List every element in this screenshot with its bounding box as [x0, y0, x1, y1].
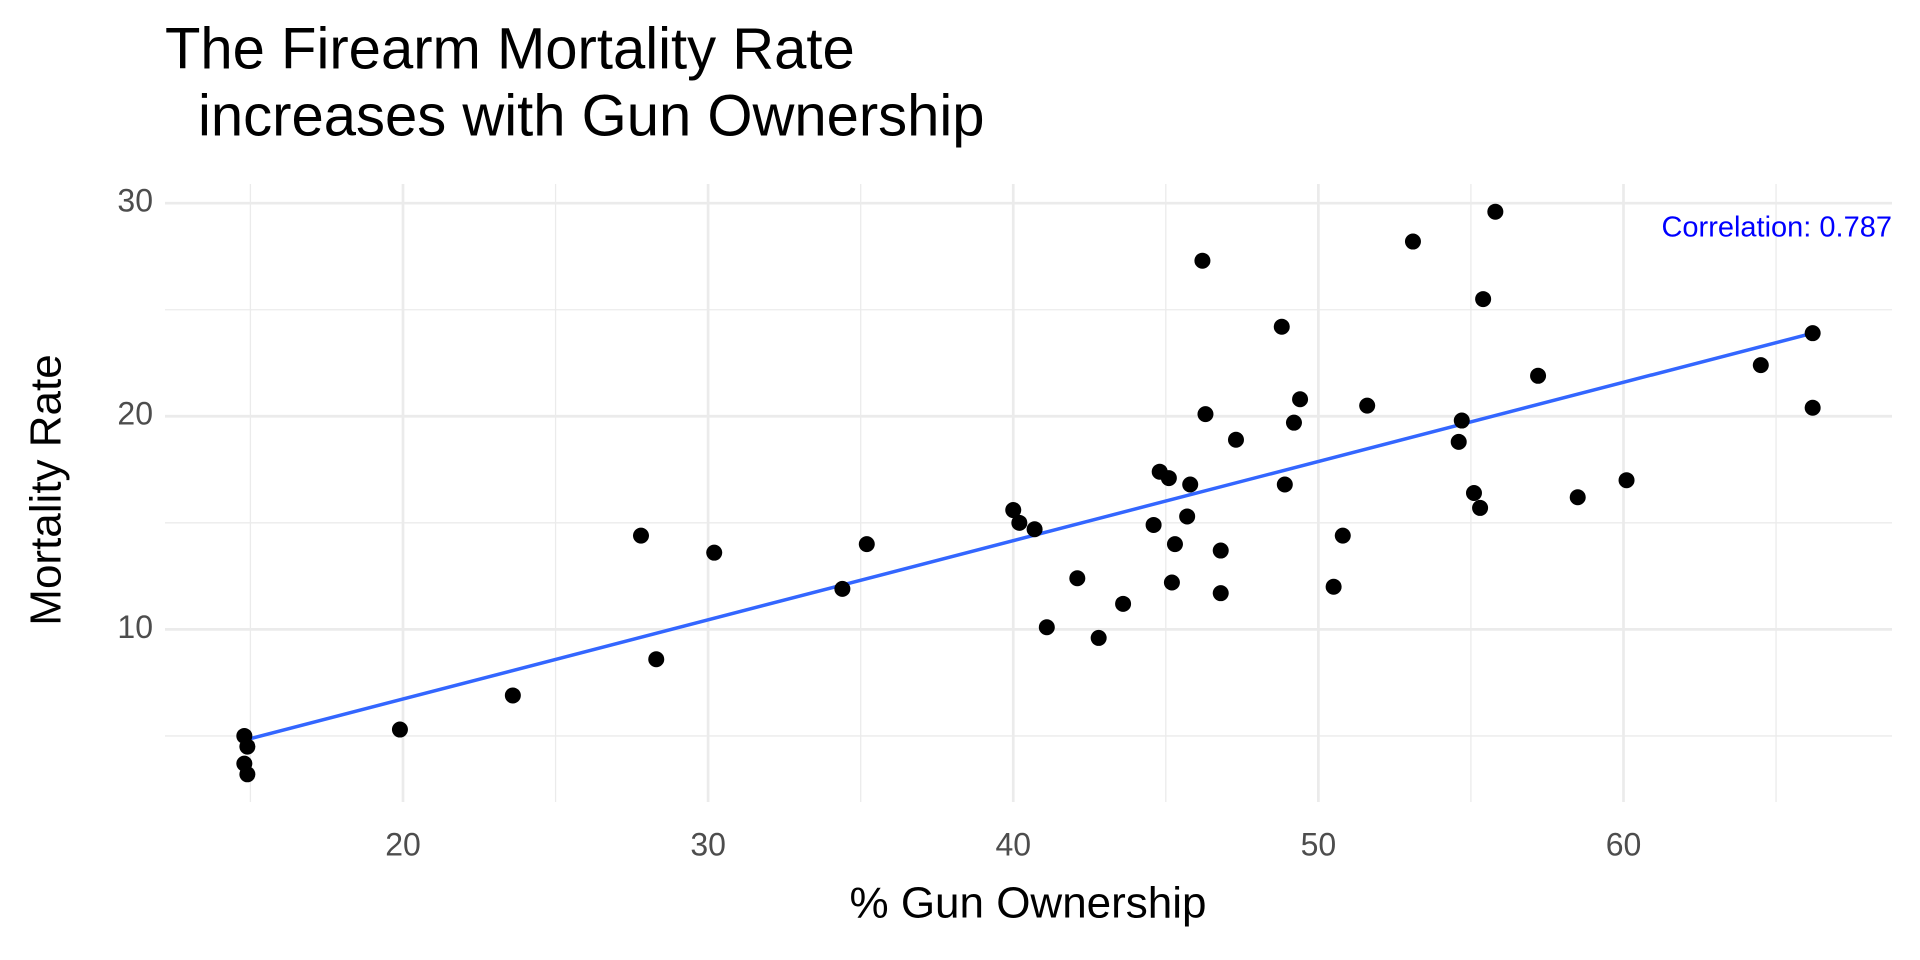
point	[1804, 399, 1821, 416]
point	[1752, 357, 1769, 374]
point	[1487, 203, 1504, 220]
chart-title: The Firearm Mortality Rate	[165, 16, 855, 81]
annotation: Correlation: 0.787	[1661, 212, 1892, 244]
point	[1160, 470, 1177, 487]
point	[1359, 397, 1376, 414]
point	[632, 527, 649, 544]
point	[1465, 485, 1482, 501]
point	[1530, 367, 1547, 384]
y-tick-label: 10	[117, 609, 153, 645]
y-tick-label: 20	[117, 396, 153, 432]
point	[1182, 476, 1199, 493]
point	[1038, 619, 1055, 636]
point	[1453, 412, 1470, 429]
point	[1472, 499, 1489, 516]
point	[1450, 433, 1467, 450]
point	[391, 721, 408, 738]
point	[1179, 508, 1196, 525]
plot-area: Correlation: 0.787	[236, 203, 1892, 783]
point	[1145, 516, 1162, 533]
x-tick-label: 50	[1301, 826, 1337, 862]
x-tick-label: 20	[385, 826, 421, 862]
x-tick-label: 40	[995, 826, 1031, 862]
point	[1273, 318, 1290, 335]
point	[1334, 527, 1351, 544]
point	[239, 738, 256, 755]
point	[1285, 414, 1302, 431]
point	[1276, 476, 1293, 493]
point	[1166, 536, 1183, 553]
point	[1005, 502, 1022, 519]
point	[648, 651, 665, 668]
point	[1404, 233, 1421, 250]
point	[1292, 391, 1309, 408]
point	[1325, 578, 1342, 595]
point	[1475, 291, 1492, 308]
point	[1197, 406, 1214, 423]
point	[858, 536, 875, 553]
point	[1227, 431, 1244, 448]
y-axis-title: Mortality Rate	[22, 354, 71, 625]
point	[834, 580, 851, 597]
chart-title: increases with Gun Ownership	[198, 83, 985, 148]
point	[706, 544, 723, 561]
x-tick-label: 60	[1606, 826, 1642, 862]
point	[1569, 489, 1586, 506]
point	[1026, 521, 1043, 538]
point	[1194, 252, 1211, 269]
point	[1090, 629, 1107, 646]
point	[1212, 585, 1229, 602]
trend-line	[243, 331, 1814, 742]
point	[1804, 325, 1821, 342]
point	[1069, 570, 1086, 587]
y-tick-label: 30	[117, 183, 153, 219]
x-tick-label: 30	[690, 826, 726, 862]
x-axis-title: % Gun Ownership	[849, 879, 1206, 928]
point	[504, 687, 521, 704]
point	[1618, 472, 1635, 489]
point	[1212, 542, 1229, 559]
point	[1163, 574, 1180, 591]
grid: 20 30 40 50 60 10 20 30	[117, 183, 1892, 862]
point	[1011, 514, 1028, 531]
point	[239, 766, 256, 783]
point	[1115, 595, 1132, 612]
